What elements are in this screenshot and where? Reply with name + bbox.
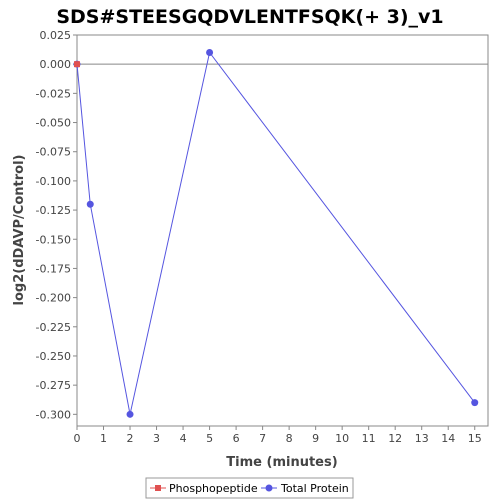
x-tick-label: 12 xyxy=(388,432,402,445)
y-tick-label: -0.225 xyxy=(36,321,71,334)
legend-marker-circle xyxy=(265,484,273,492)
y-axis: 0.025 0.000 -0.025 -0.050 -0.075 -0.100 -0.125… xyxy=(36,29,77,421)
y-tick-label: -0.050 xyxy=(36,117,71,130)
y-tick-label: -0.125 xyxy=(36,204,71,217)
legend-box xyxy=(145,477,354,499)
x-tick-label: 9 xyxy=(312,432,319,445)
chart-title: SDS#STEESGQDVLENTFSQK(+ 3)_v1 xyxy=(56,6,443,28)
x-tick-label: 6 xyxy=(233,432,240,445)
x-tick-label: 8 xyxy=(286,432,293,445)
x-tick-label: 7 xyxy=(259,432,266,445)
y-tick-label: -0.250 xyxy=(36,350,71,363)
x-tick-label: 2 xyxy=(127,432,134,445)
data-point-total-protein xyxy=(206,49,214,57)
y-tick-label: -0.175 xyxy=(36,262,71,275)
legend-label-total-protein: Total Protein xyxy=(280,482,349,495)
x-axis-label: Time (minutes) xyxy=(226,455,337,470)
y-tick-label: -0.200 xyxy=(36,292,71,305)
x-tick-label: 0 xyxy=(74,432,81,445)
y-tick-label: 0.025 xyxy=(40,29,72,42)
x-tick-label: 3 xyxy=(153,432,160,445)
data-point-total-protein xyxy=(86,200,94,208)
x-tick-label: 15 xyxy=(468,432,482,445)
x-tick-label: 14 xyxy=(441,432,455,445)
x-tick-label: 1 xyxy=(100,432,107,445)
y-tick-label: 0.000 xyxy=(40,58,72,71)
y-axis-label: log2(dDAVP/Control) xyxy=(12,155,27,306)
y-tick-label: -0.150 xyxy=(36,233,71,246)
x-tick-label: 5 xyxy=(206,432,213,445)
y-tick-label: -0.300 xyxy=(36,408,71,421)
legend-marker-square xyxy=(155,485,161,491)
data-point-phosphopeptide xyxy=(74,61,80,68)
x-tick-label: 11 xyxy=(362,432,376,445)
data-point-total-protein xyxy=(126,410,134,418)
y-tick-label: -0.275 xyxy=(36,379,71,392)
legend-item-phosphopeptide: Phosphopeptide xyxy=(150,482,258,495)
y-tick-label: -0.025 xyxy=(36,87,71,100)
data-point-total-protein xyxy=(471,399,479,407)
x-tick-label: 13 xyxy=(415,432,429,445)
legend-item-total-protein: Total Protein xyxy=(261,482,349,495)
x-tick-label: 10 xyxy=(335,432,349,445)
legend-label-phosphopeptide: Phosphopeptide xyxy=(169,482,258,495)
y-tick-label: -0.100 xyxy=(36,175,71,188)
y-tick-label: -0.075 xyxy=(36,146,71,159)
series-layer xyxy=(73,49,479,418)
plot-area xyxy=(76,34,489,427)
x-tick-label: 4 xyxy=(180,432,187,445)
x-axis: 0 1 2 3 4 5 6 7 8 9 10 11 12 13 14 15 xyxy=(74,426,482,445)
legend: Phosphopeptide Total Protein xyxy=(145,477,354,499)
